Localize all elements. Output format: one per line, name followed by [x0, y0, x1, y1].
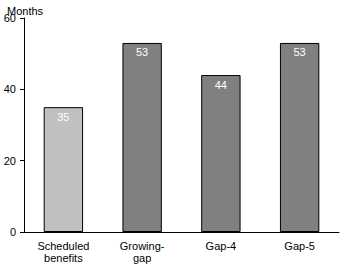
svg-text:Months: Months	[7, 5, 44, 17]
svg-text:40: 40	[4, 83, 16, 95]
svg-text:35: 35	[57, 111, 69, 123]
svg-text:0: 0	[10, 226, 16, 238]
svg-text:Gap-4: Gap-4	[206, 240, 237, 252]
svg-text:Growing-: Growing-	[120, 240, 165, 252]
svg-text:44: 44	[215, 79, 227, 91]
svg-text:gap: gap	[133, 252, 151, 264]
svg-text:Gap-5: Gap-5	[284, 240, 315, 252]
svg-text:benefits: benefits	[44, 252, 83, 264]
svg-text:60: 60	[3, 12, 16, 24]
svg-text:53: 53	[136, 46, 148, 58]
svg-text:Scheduled: Scheduled	[37, 240, 89, 252]
svg-text:53: 53	[294, 46, 306, 58]
svg-text:20: 20	[4, 155, 16, 167]
